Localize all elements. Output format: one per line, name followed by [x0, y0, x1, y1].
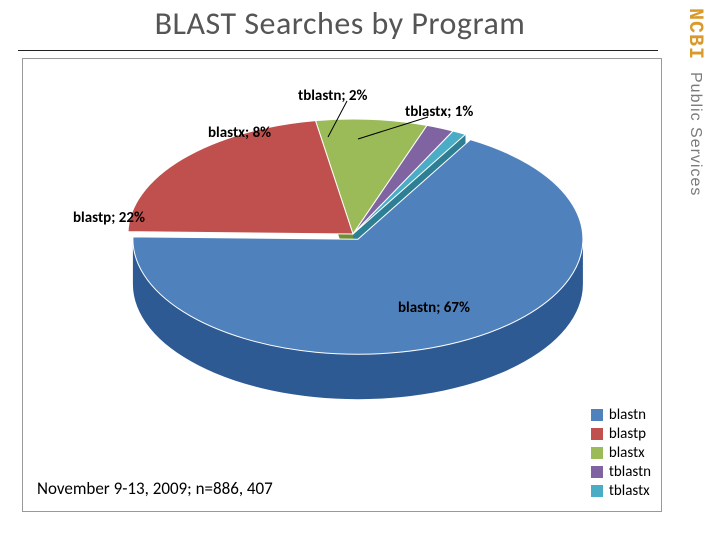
legend-label: tblastx	[609, 482, 650, 500]
pie-chart: blastn; 67% blastp; 22% blastx; 8% tblastn;…	[33, 69, 653, 429]
legend-item-blastp: blastp	[591, 425, 651, 443]
legend-swatch	[591, 485, 603, 497]
slice-label-tblastn: tblastn; 2%	[298, 87, 367, 105]
legend-swatch	[591, 447, 603, 459]
title-rule	[18, 50, 658, 51]
slice-label-blastx: blastx; 8%	[208, 124, 271, 142]
legend-swatch	[591, 409, 603, 421]
slice-label-tblastx: tblastx; 1%	[405, 103, 473, 121]
legend: blastnblastpblastxtblastntblastx	[591, 405, 651, 501]
legend-item-blastn: blastn	[591, 406, 651, 424]
legend-label: blastx	[609, 444, 645, 462]
caption-text: November 9-13, 2009; n=886, 407	[37, 478, 273, 499]
legend-item-blastx: blastx	[591, 444, 651, 462]
brand-sub-label: Public Services	[686, 72, 704, 196]
legend-label: blastn	[609, 406, 646, 424]
chart-frame: blastn; 67% blastp; 22% blastx; 8% tblastn;…	[22, 58, 662, 512]
legend-label: blastp	[609, 425, 646, 443]
legend-item-tblastn: tblastn	[591, 463, 651, 481]
legend-swatch	[591, 466, 603, 478]
legend-swatch	[591, 428, 603, 440]
slice-label-blastn: blastn; 67%	[398, 299, 470, 317]
brand-label: NCBI	[683, 8, 706, 60]
page-title: BLAST Searches by Program	[60, 4, 620, 43]
legend-label: tblastn	[609, 463, 651, 481]
legend-item-tblastx: tblastx	[591, 482, 651, 500]
slice-label-blastp: blastp; 22%	[73, 209, 145, 227]
